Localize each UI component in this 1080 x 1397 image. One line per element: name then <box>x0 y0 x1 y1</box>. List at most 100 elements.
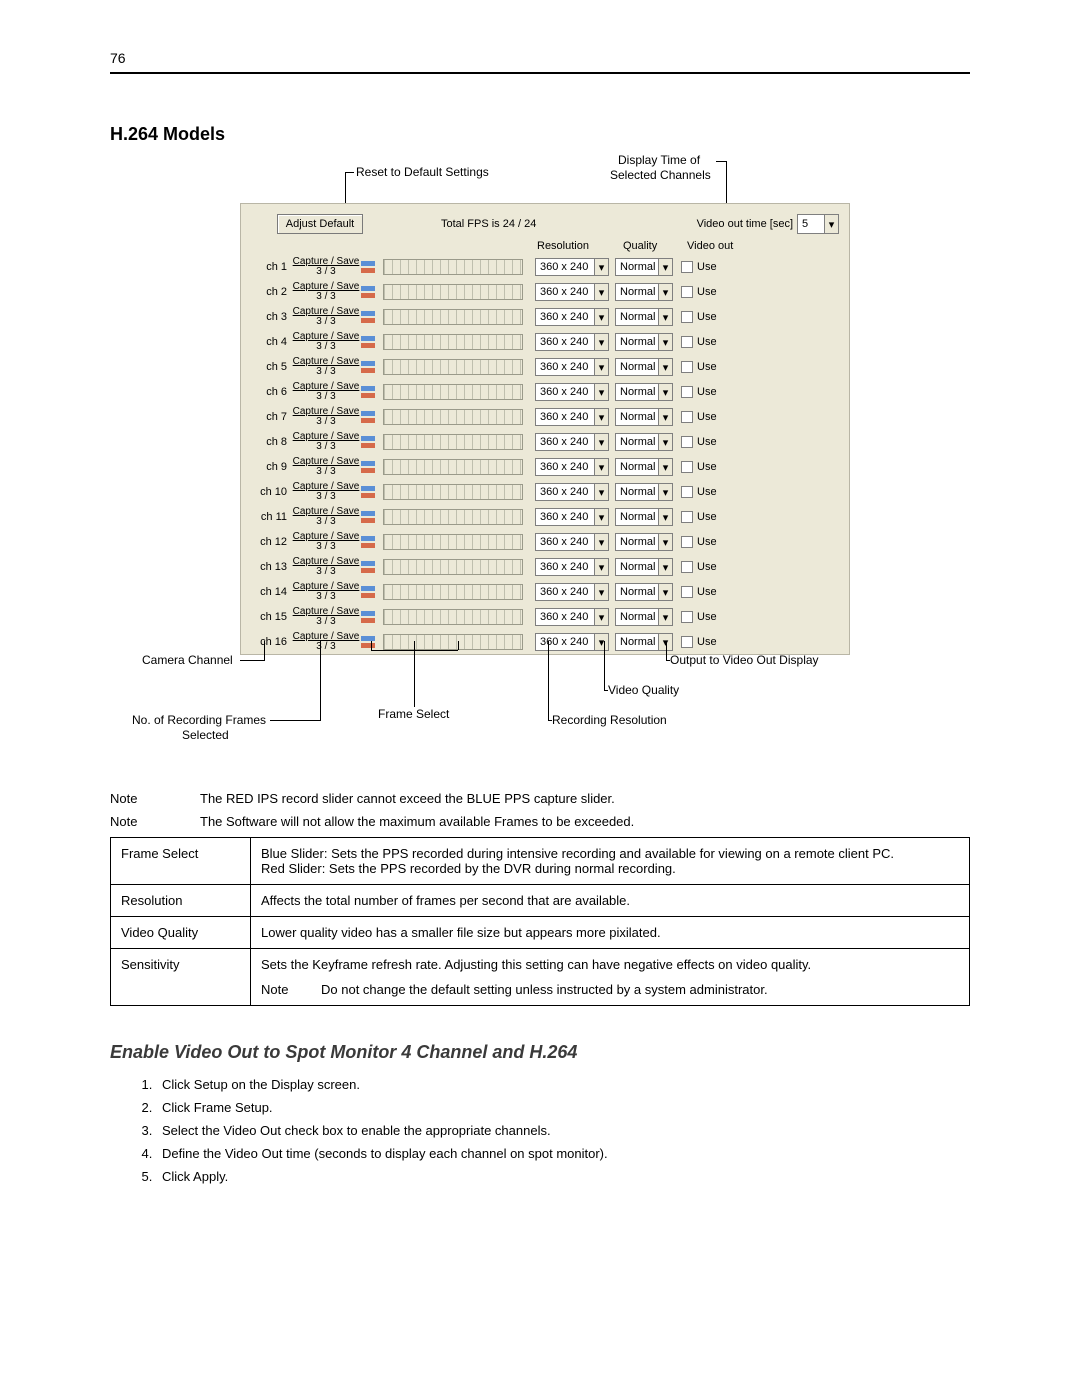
use-checkbox[interactable] <box>681 261 693 273</box>
quality-dropdown[interactable]: Normal▾ <box>615 533 673 551</box>
chevron-down-icon: ▾ <box>658 259 672 275</box>
use-checkbox[interactable] <box>681 286 693 298</box>
cell-line: Red Slider: Sets the PPS recorded by the… <box>261 861 959 876</box>
quality-dropdown[interactable]: Normal▾ <box>615 358 673 376</box>
quality-dropdown[interactable]: Normal▾ <box>615 508 673 526</box>
chevron-down-icon: ▾ <box>658 609 672 625</box>
slider-handles-icon <box>361 586 379 598</box>
list-item: Click Frame Setup. <box>156 1100 970 1115</box>
resolution-dropdown[interactable]: 360 x 240▾ <box>535 408 609 426</box>
slider-handles-icon <box>361 536 379 548</box>
callout-line <box>458 641 459 650</box>
resolution-dropdown[interactable]: 360 x 240▾ <box>535 458 609 476</box>
use-checkbox[interactable] <box>681 561 693 573</box>
frame-slider[interactable] <box>383 334 523 350</box>
quality-dropdown[interactable]: Normal▾ <box>615 633 673 651</box>
use-label: Use <box>697 436 717 448</box>
resolution-dropdown[interactable]: 360 x 240▾ <box>535 308 609 326</box>
frame-slider[interactable] <box>383 484 523 500</box>
resolution-dropdown[interactable]: 360 x 240▾ <box>535 333 609 351</box>
chevron-down-icon: ▾ <box>658 434 672 450</box>
use-checkbox[interactable] <box>681 611 693 623</box>
resolution-dropdown[interactable]: 360 x 240▾ <box>535 283 609 301</box>
resolution-dropdown[interactable]: 360 x 240▾ <box>535 508 609 526</box>
chevron-down-icon: ▾ <box>658 309 672 325</box>
list-item: Click Setup on the Display screen. <box>156 1077 970 1092</box>
resolution-dropdown[interactable]: 360 x 240▾ <box>535 633 609 651</box>
use-checkbox[interactable] <box>681 436 693 448</box>
quality-dropdown[interactable]: Normal▾ <box>615 283 673 301</box>
resolution-dropdown[interactable]: 360 x 240▾ <box>535 433 609 451</box>
callout-line <box>548 720 552 721</box>
resolution-dropdown[interactable]: 360 x 240▾ <box>535 558 609 576</box>
callout-camera-channel: Camera Channel <box>142 653 233 668</box>
capture-save-label: Capture / Save3 / 3 <box>291 457 361 477</box>
frame-slider[interactable] <box>383 459 523 475</box>
resolution-dropdown[interactable]: 360 x 240▾ <box>535 583 609 601</box>
frame-slider[interactable] <box>383 434 523 450</box>
use-checkbox[interactable] <box>681 486 693 498</box>
capture-save-label: Capture / Save3 / 3 <box>291 532 361 552</box>
chevron-down-icon: ▾ <box>658 284 672 300</box>
callout-line <box>604 690 608 691</box>
adjust-default-button[interactable]: Adjust Default <box>277 214 363 234</box>
quality-dropdown[interactable]: Normal▾ <box>615 608 673 626</box>
slider-handles-icon <box>361 611 379 623</box>
quality-dropdown[interactable]: Normal▾ <box>615 333 673 351</box>
quality-dropdown[interactable]: Normal▾ <box>615 583 673 601</box>
frame-slider[interactable] <box>383 559 523 575</box>
use-checkbox[interactable] <box>681 386 693 398</box>
quality-dropdown[interactable]: Normal▾ <box>615 258 673 276</box>
use-checkbox[interactable] <box>681 361 693 373</box>
channel-row: ch 13Capture / Save3 / 3360 x 240▾Normal… <box>251 556 841 578</box>
use-checkbox[interactable] <box>681 411 693 423</box>
frame-slider[interactable] <box>383 509 523 525</box>
channel-label: ch 2 <box>251 286 291 298</box>
frame-slider[interactable] <box>383 359 523 375</box>
use-checkbox[interactable] <box>681 536 693 548</box>
use-checkbox[interactable] <box>681 311 693 323</box>
channel-row: ch 15Capture / Save3 / 3360 x 240▾Normal… <box>251 606 841 628</box>
inner-note: Note Do not change the default setting u… <box>261 982 959 997</box>
resolution-dropdown[interactable]: 360 x 240▾ <box>535 533 609 551</box>
use-checkbox[interactable] <box>681 461 693 473</box>
use-checkbox[interactable] <box>681 586 693 598</box>
use-label: Use <box>697 536 717 548</box>
cell-key: Frame Select <box>111 838 251 885</box>
quality-dropdown[interactable]: Normal▾ <box>615 558 673 576</box>
quality-dropdown[interactable]: Normal▾ <box>615 383 673 401</box>
frame-slider[interactable] <box>383 409 523 425</box>
cell-val: Blue Slider: Sets the PPS recorded durin… <box>251 838 970 885</box>
quality-dropdown[interactable]: Normal▾ <box>615 408 673 426</box>
frame-slider[interactable] <box>383 384 523 400</box>
quality-dropdown[interactable]: Normal▾ <box>615 308 673 326</box>
quality-dropdown[interactable]: Normal▾ <box>615 458 673 476</box>
use-checkbox[interactable] <box>681 636 693 648</box>
use-label: Use <box>697 511 717 523</box>
resolution-dropdown[interactable]: 360 x 240▾ <box>535 258 609 276</box>
col-header-quality: Quality <box>623 240 657 252</box>
frame-slider[interactable] <box>383 609 523 625</box>
quality-dropdown[interactable]: Normal▾ <box>615 483 673 501</box>
frame-slider[interactable] <box>383 584 523 600</box>
resolution-dropdown[interactable]: 360 x 240▾ <box>535 483 609 501</box>
channel-row: ch 10Capture / Save3 / 3360 x 240▾Normal… <box>251 481 841 503</box>
quality-dropdown[interactable]: Normal▾ <box>615 433 673 451</box>
frame-slider[interactable] <box>383 284 523 300</box>
resolution-dropdown[interactable]: 360 x 240▾ <box>535 358 609 376</box>
use-checkbox[interactable] <box>681 511 693 523</box>
resolution-dropdown[interactable]: 360 x 240▾ <box>535 608 609 626</box>
slider-handles-icon <box>361 436 379 448</box>
frame-slider[interactable] <box>383 634 523 650</box>
channel-label: ch 6 <box>251 386 291 398</box>
capture-save-label: Capture / Save3 / 3 <box>291 357 361 377</box>
frame-slider[interactable] <box>383 259 523 275</box>
frame-slider[interactable] <box>383 534 523 550</box>
chevron-down-icon: ▾ <box>658 359 672 375</box>
video-out-time-dropdown[interactable]: 5 ▾ <box>797 214 839 234</box>
frame-slider[interactable] <box>383 309 523 325</box>
resolution-dropdown[interactable]: 360 x 240▾ <box>535 383 609 401</box>
inner-note-key: Note <box>261 982 321 997</box>
capture-save-label: Capture / Save3 / 3 <box>291 257 361 277</box>
use-checkbox[interactable] <box>681 336 693 348</box>
